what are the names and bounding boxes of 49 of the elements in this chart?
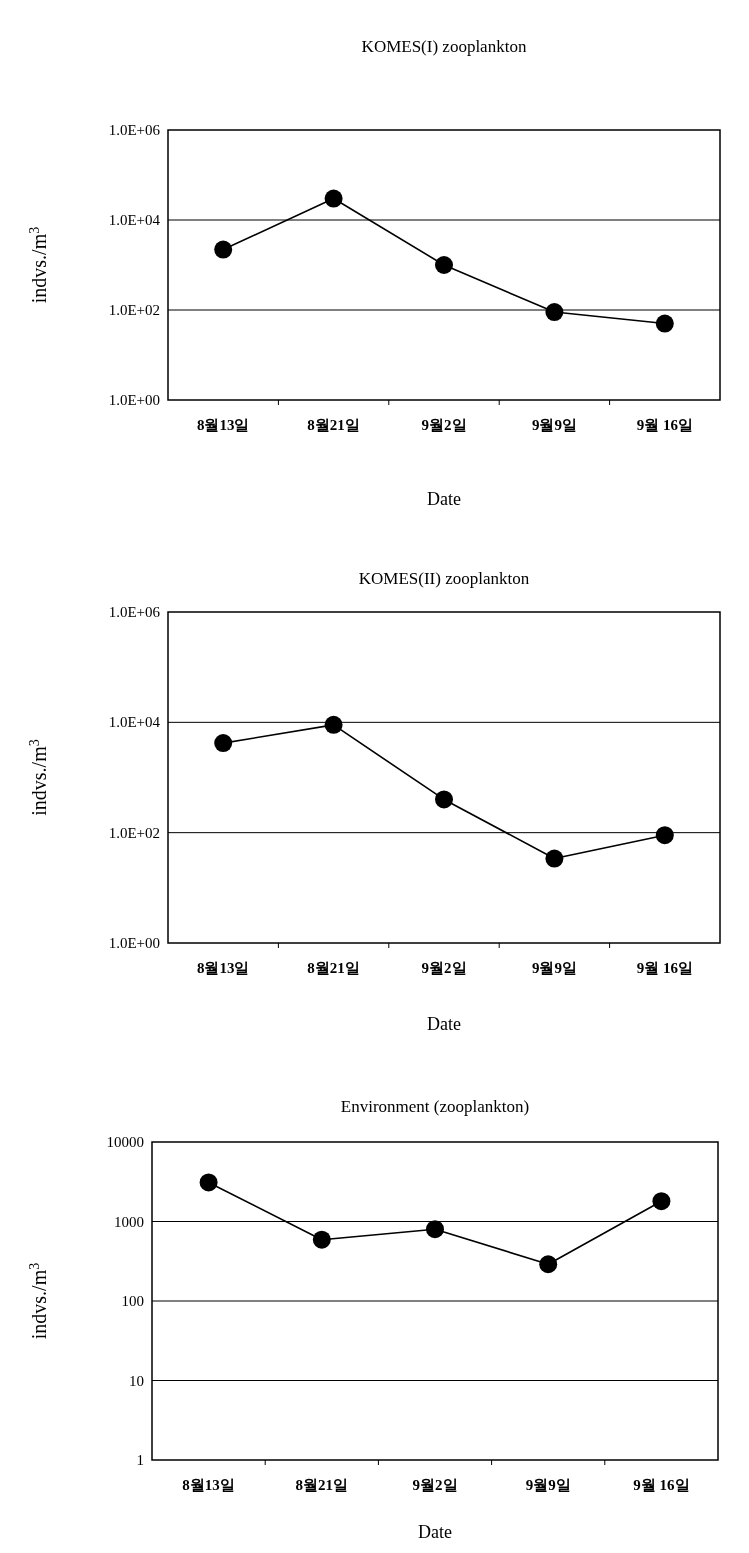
y-tick-label: 1000 xyxy=(114,1213,144,1230)
x-tick-label: 8월13일 xyxy=(182,1477,235,1493)
chart-title: KOMES(II) zooplankton xyxy=(358,569,530,588)
y-tick-label: 100 xyxy=(121,1293,144,1309)
x-tick-label: 9월9일 xyxy=(531,417,577,433)
y-tick-label: 1.0E+04 xyxy=(108,714,161,731)
point xyxy=(324,189,343,208)
x-tick-label: 9월2일 xyxy=(421,417,467,433)
point xyxy=(312,1230,331,1249)
x-tick-label: 9월2일 xyxy=(421,960,467,976)
x-tick-label: 9월 16일 xyxy=(636,960,693,976)
y-tick-label: 1.0E+04 xyxy=(108,212,161,228)
point xyxy=(539,1255,558,1274)
x-tick-label: 8월21일 xyxy=(307,417,360,433)
y-tick-label: 1.0E+02 xyxy=(108,302,160,318)
y-tick-label: 10 xyxy=(129,1372,144,1389)
chart-title: KOMES(I) zooplankton xyxy=(361,37,527,56)
y-tick-label: 1.0E+06 xyxy=(108,604,161,620)
point xyxy=(214,240,233,259)
x-tick-label: 9월 16일 xyxy=(633,1477,690,1493)
point xyxy=(324,715,343,734)
chart-title: Environment (zooplankton) xyxy=(340,1097,530,1116)
x-tick-label: 8월21일 xyxy=(295,1477,349,1493)
x-tick-label: 9월2일 xyxy=(412,1477,458,1493)
y-tick-label: 1.0E+00 xyxy=(108,392,160,408)
point xyxy=(545,849,564,868)
x-tick-label: 9월 16일 xyxy=(636,417,693,433)
x-tick-label: 9월9일 xyxy=(531,960,577,976)
y-tick-label: 1.0E+06 xyxy=(108,122,161,138)
x-tick-label: 8월21일 xyxy=(307,960,360,976)
point xyxy=(655,826,674,845)
x-tick-label: 9월9일 xyxy=(525,1477,571,1493)
point xyxy=(214,734,233,753)
x-tick-label: 8월13일 xyxy=(196,417,250,433)
point xyxy=(426,1220,444,1239)
y-tick-label: 1.0E+02 xyxy=(108,824,160,841)
point xyxy=(545,303,564,322)
x-tick-label: 8월13일 xyxy=(196,960,250,976)
point xyxy=(435,256,453,274)
x-axis-title: Date xyxy=(427,489,461,509)
y-tick-label: 1 xyxy=(136,1452,144,1468)
point xyxy=(435,790,453,809)
point xyxy=(199,1173,218,1192)
y-tick-label: 1.0E+00 xyxy=(108,935,160,951)
point xyxy=(655,314,674,333)
point xyxy=(652,1192,671,1211)
x-axis-title: Date xyxy=(427,1014,461,1034)
y-tick-label: 10000 xyxy=(106,1134,144,1150)
x-axis-title: Date xyxy=(418,1522,452,1542)
